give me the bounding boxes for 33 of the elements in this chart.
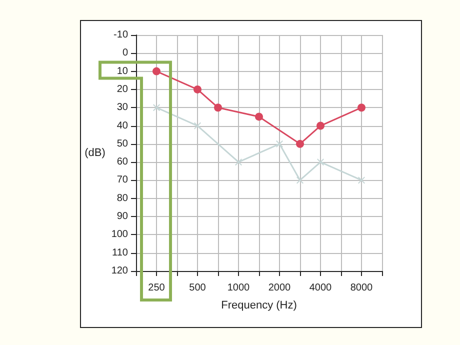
point xyxy=(255,112,263,121)
point xyxy=(317,158,324,166)
point xyxy=(152,67,160,76)
y-tick-label: 60 xyxy=(116,156,128,168)
y-tick-label: 70 xyxy=(116,174,128,186)
y-tick-label: 110 xyxy=(112,247,128,258)
y-tick-label: 120 xyxy=(111,266,128,276)
point xyxy=(316,122,324,130)
x-tick-label: 4000 xyxy=(309,282,332,294)
y-axis-title: (dB) xyxy=(84,147,106,159)
x-tick-label: 2000 xyxy=(268,282,292,294)
point xyxy=(153,104,160,112)
x-tick-label: 8000 xyxy=(350,282,374,294)
y-tick-label: 10 xyxy=(116,66,128,77)
point xyxy=(296,140,304,148)
y-tick-label: -10 xyxy=(114,30,128,40)
point xyxy=(214,104,222,112)
x-axis-title: Frequency (Hz) xyxy=(221,300,297,312)
y-tick-label: 30 xyxy=(116,102,128,114)
x-tick-label: 500 xyxy=(189,282,206,294)
point xyxy=(276,140,283,148)
y-tick-label: 100 xyxy=(111,229,128,240)
y-tick-label: 20 xyxy=(116,84,128,95)
y-tick-label: 40 xyxy=(116,120,128,132)
point xyxy=(358,104,366,112)
y-tick-label: 0 xyxy=(122,48,128,59)
y-tick-label: 50 xyxy=(116,138,128,150)
point xyxy=(194,85,202,94)
x-tick-label: 1000 xyxy=(227,282,250,294)
point xyxy=(235,158,242,166)
x-tick-label: 250 xyxy=(148,282,166,294)
y-tick-label: 90 xyxy=(116,211,128,222)
y-tick-label: 80 xyxy=(116,192,128,204)
